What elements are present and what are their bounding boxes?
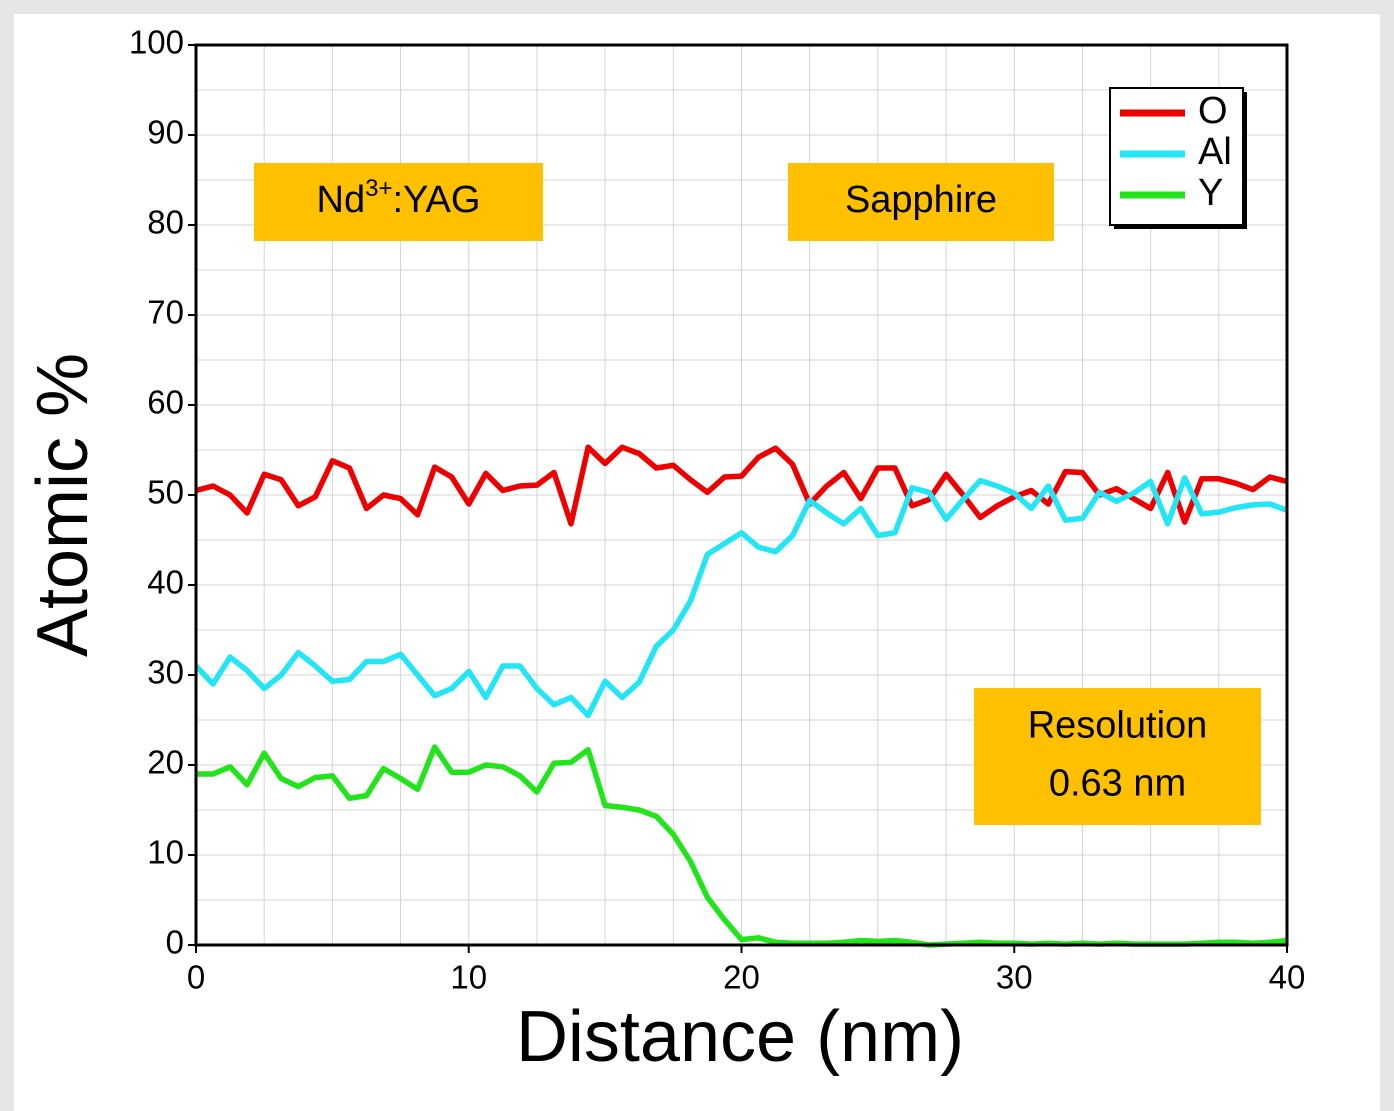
series-line [194,475,1288,719]
x-tick-label: 10 [450,959,487,996]
legend-label: Al [1198,131,1232,173]
annotation-text: Resolution [1028,705,1208,747]
annotation-box [788,163,1054,241]
annotation-part: Resolution [1028,705,1208,747]
legend-label: O [1198,90,1228,132]
x-tick-label: 20 [723,959,760,996]
y-tick-label: 20 [147,744,184,781]
annotation-part: 0.63 nm [1049,763,1186,805]
annotation-text: Sapphire [845,179,997,221]
annotation-box [254,163,543,241]
x-tick-label: 30 [996,959,1033,996]
annotation-text: Nd3+:YAG [317,175,481,221]
y-tick-label: 50 [147,474,184,511]
y-tick-label: 30 [147,654,184,691]
y-tick-label: 40 [147,564,184,601]
y-tick-label: 70 [147,294,184,331]
annotation-part: 3+ [365,175,392,202]
x-tick-label: 40 [1269,959,1306,996]
annotation-box [974,688,1261,825]
y-tick-label: 10 [147,834,184,871]
y-tick-label: 90 [147,114,184,151]
y-tick-label: 60 [147,384,184,421]
legend-label: Y [1198,172,1223,214]
y-tick-label: 0 [166,924,184,961]
annotation-part: Sapphire [845,179,997,221]
y-axis-label: Atomic % [23,353,103,657]
annotation-text: 0.63 nm [1049,763,1186,805]
plot-frame [194,43,1289,947]
x-tick-label: 0 [187,959,205,996]
y-tick-label: 80 [147,204,184,241]
y-tick-label: 100 [129,24,184,61]
annotation-part: :YAG [392,179,480,221]
x-axis-label: Distance (nm) [516,997,964,1077]
annotation-part: Nd [317,179,366,221]
